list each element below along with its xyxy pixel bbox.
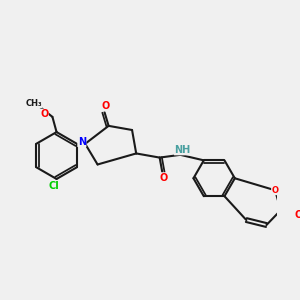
Text: O: O [102, 101, 110, 111]
Text: CH₃: CH₃ [26, 99, 42, 108]
Text: O: O [40, 109, 48, 119]
Text: Cl: Cl [48, 181, 59, 191]
Text: NH: NH [174, 145, 191, 155]
Text: O: O [272, 186, 278, 195]
Text: N: N [78, 136, 86, 147]
Text: O: O [295, 210, 300, 220]
Text: O: O [160, 173, 168, 183]
